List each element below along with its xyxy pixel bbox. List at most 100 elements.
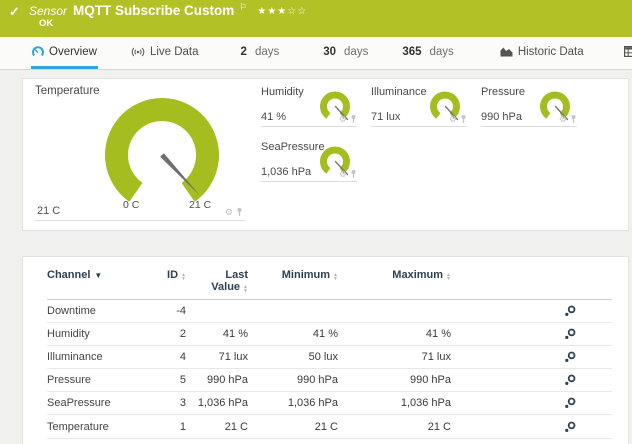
- channel-minimum: [248, 299, 338, 324]
- table-row: Downtime -4: [47, 299, 612, 324]
- channel-id: 5: [162, 368, 186, 393]
- channel-table-panel: Channel ▼ ID ▲ ▼ Last Value ▲ ▼ Minimum ▲ ▼ Max…: [22, 256, 629, 444]
- channel-minimum: 21 C: [248, 414, 338, 439]
- channel-table-body: Downtime -4 Humidity 2 41 % 41 % 41 %: [47, 299, 612, 439]
- sensor-status-banner: ✓ Sensor MQTT Subscribe Custom ⚐ ★★★☆☆ O…: [0, 0, 632, 37]
- gauge-current-value: 41 %: [261, 111, 287, 123]
- channel-name[interactable]: Temperature: [47, 414, 162, 439]
- channel-settings-icon[interactable]: [564, 328, 576, 340]
- tab-historic-data-label: Historic Data: [517, 45, 584, 58]
- flag-icon[interactable]: ⚐: [239, 2, 248, 12]
- channel-gear-icon[interactable]: ⚙: [448, 113, 457, 124]
- channel-id: 4: [162, 345, 186, 370]
- gauge-channel-label: Temperature: [35, 85, 100, 97]
- tab-overview[interactable]: Overview: [31, 37, 98, 69]
- object-kind-label: Sensor: [29, 4, 68, 18]
- channel-maximum: 990 hPa: [338, 368, 451, 393]
- area-chart-icon: [500, 47, 513, 57]
- channel-gear-icon[interactable]: ⚙: [338, 168, 347, 179]
- pin-icon[interactable]: [460, 114, 467, 124]
- channel-settings-icon[interactable]: [564, 374, 576, 386]
- temperature-gauge: 0 C 21 C: [97, 97, 227, 211]
- column-header-maximum[interactable]: Maximum ▲ ▼: [338, 267, 451, 300]
- channel-name[interactable]: SeaPressure: [47, 391, 162, 416]
- channel-minimum: 50 lux: [248, 345, 338, 370]
- channel-name[interactable]: Downtime: [47, 299, 162, 324]
- channel-maximum: 21 C: [338, 414, 451, 439]
- gauge-current-value: 1,036 hPa: [261, 166, 312, 178]
- gauge-channel-label: Illuminance: [371, 86, 427, 98]
- pin-icon[interactable]: [570, 114, 577, 124]
- tab-2-days[interactable]: 2 days: [240, 45, 280, 58]
- live-signal-icon: [131, 47, 145, 56]
- channel-last-value: 990 hPa: [186, 368, 248, 393]
- pin-icon[interactable]: [350, 169, 357, 179]
- channel-name[interactable]: Humidity: [47, 322, 162, 347]
- tab-log[interactable]: Log: [623, 37, 632, 69]
- channel-last-value: 41 %: [186, 322, 248, 347]
- channel-settings-icon[interactable]: [564, 397, 576, 409]
- small-gauge-tile: Humidity 41 % ⚙: [261, 85, 357, 127]
- sensor-title: MQTT Subscribe Custom: [73, 3, 235, 18]
- table-row: Illuminance 4 71 lux 50 lux 71 lux: [47, 345, 612, 370]
- gauge-channel-label: Pressure: [481, 86, 526, 98]
- sort-active-icon: ▼: [94, 271, 103, 280]
- channel-last-value: 1,036 hPa: [186, 391, 248, 416]
- tab-overview-label: Overview: [49, 45, 97, 58]
- small-gauge: [536, 88, 574, 127]
- tab-30-days[interactable]: 30 days: [323, 45, 369, 58]
- channel-name[interactable]: Pressure: [47, 368, 162, 393]
- gauge-arc: [105, 98, 219, 202]
- channel-gear-icon[interactable]: ⚙: [558, 113, 567, 124]
- priority-stars[interactable]: ★★★☆☆: [257, 6, 308, 17]
- sort-icon: ▲ ▼: [333, 272, 338, 282]
- temperature-gauge-tile: Temperature 0 C 21 C 21 C ⚙: [35, 85, 245, 226]
- tab-365-days[interactable]: 365 days: [402, 45, 454, 58]
- channel-minimum: 41 %: [248, 322, 338, 347]
- channel-settings-icon[interactable]: [564, 351, 576, 363]
- channel-maximum: 1,036 hPa: [338, 391, 451, 416]
- table-row: Pressure 5 990 hPa 990 hPa 990 hPa: [47, 368, 612, 393]
- gauge-channel-label: SeaPressure: [261, 141, 325, 153]
- channel-settings-icon[interactable]: [564, 305, 576, 317]
- channel-id: 2: [162, 322, 186, 347]
- small-gauge-tile: Illuminance 71 lux ⚙: [371, 85, 467, 127]
- channel-table: Channel ▼ ID ▲ ▼ Last Value ▲ ▼ Minimum ▲ ▼ Max…: [47, 267, 612, 439]
- column-header-minimum[interactable]: Minimum ▲ ▼: [248, 267, 338, 300]
- channel-id: 3: [162, 391, 186, 416]
- pin-icon[interactable]: [350, 114, 357, 124]
- pin-icon[interactable]: [236, 207, 243, 217]
- channel-gear-icon[interactable]: ⚙: [338, 113, 347, 124]
- channel-maximum: [338, 299, 451, 324]
- gauge-current-value: 21 C: [37, 205, 61, 217]
- small-gauge-tile: SeaPressure 1,036 hPa ⚙: [261, 140, 357, 182]
- channel-maximum: 71 lux: [338, 345, 451, 370]
- small-gauge-tile: Pressure 990 hPa ⚙: [481, 85, 577, 127]
- column-header-channel[interactable]: Channel ▼: [47, 267, 162, 300]
- gauge-icon: [32, 45, 44, 56]
- small-gauge: [316, 88, 354, 127]
- gauge-scale-min: 0 C: [123, 199, 140, 211]
- channel-last-value: 21 C: [186, 414, 248, 439]
- column-header-actions: [451, 267, 612, 300]
- tab-historic-data[interactable]: Historic Data: [499, 37, 585, 69]
- channel-maximum: 41 %: [338, 322, 451, 347]
- log-table-icon: [623, 46, 632, 57]
- table-row: Temperature 1 21 C 21 C 21 C: [47, 414, 612, 439]
- channel-name[interactable]: Illuminance: [47, 345, 162, 370]
- channel-settings-icon[interactable]: [564, 420, 576, 432]
- table-row: SeaPressure 3 1,036 hPa 1,036 hPa 1,036 …: [47, 391, 612, 416]
- channel-last-value: [186, 299, 248, 324]
- channel-gear-icon[interactable]: ⚙: [224, 206, 233, 217]
- sort-icon: ▲ ▼: [446, 272, 451, 282]
- gauge-current-value: 990 hPa: [481, 111, 522, 123]
- column-header-id[interactable]: ID ▲ ▼: [162, 267, 186, 300]
- tab-live-data-label: Live Data: [149, 45, 199, 58]
- tab-live-data[interactable]: Live Data: [130, 37, 200, 69]
- column-header-last-value[interactable]: Last Value ▲ ▼: [186, 267, 248, 300]
- channel-id: -4: [162, 299, 186, 324]
- sort-icon: ▲ ▼: [243, 284, 248, 294]
- small-gauges-grid: Humidity 41 % ⚙ Illuminance 71 lux ⚙: [245, 85, 618, 226]
- gauge-current-value: 71 lux: [371, 111, 401, 123]
- gauge-channel-label: Humidity: [261, 86, 304, 98]
